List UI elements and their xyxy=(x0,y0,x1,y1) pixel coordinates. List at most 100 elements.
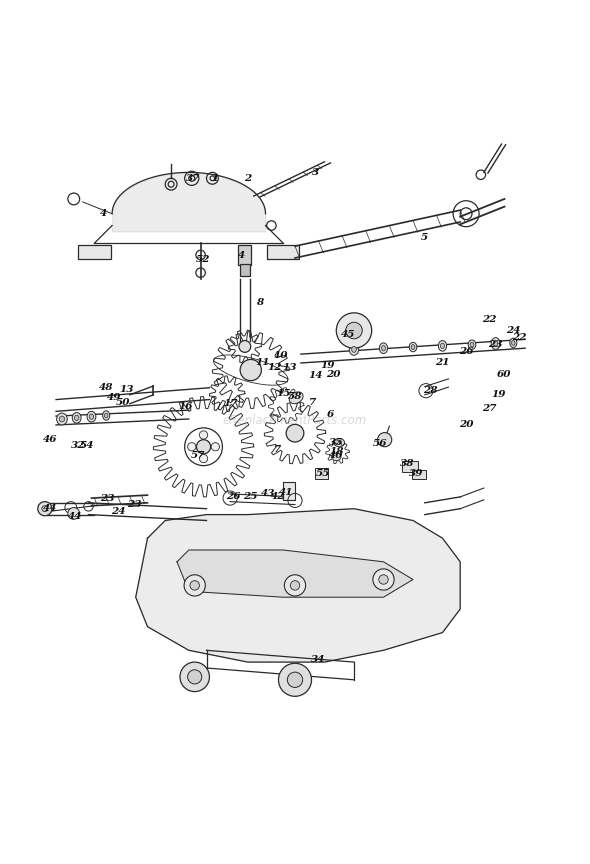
Text: 4: 4 xyxy=(238,251,245,259)
Ellipse shape xyxy=(352,346,356,353)
Text: 57: 57 xyxy=(191,451,205,461)
Ellipse shape xyxy=(73,412,81,423)
Circle shape xyxy=(346,322,362,339)
Text: 60: 60 xyxy=(497,370,512,378)
Ellipse shape xyxy=(379,343,388,353)
Text: 7: 7 xyxy=(309,398,316,407)
Ellipse shape xyxy=(332,453,341,461)
Circle shape xyxy=(239,340,251,353)
Ellipse shape xyxy=(493,340,498,346)
Circle shape xyxy=(287,672,303,688)
Ellipse shape xyxy=(87,411,96,422)
Text: 19: 19 xyxy=(491,391,506,399)
Circle shape xyxy=(378,433,392,447)
Text: 23: 23 xyxy=(127,500,142,509)
Circle shape xyxy=(336,313,372,348)
Bar xyxy=(283,482,295,500)
Text: 55: 55 xyxy=(316,469,330,478)
Text: 20: 20 xyxy=(326,370,340,378)
Circle shape xyxy=(188,670,202,684)
Text: eReplacementParts.com: eReplacementParts.com xyxy=(223,414,367,427)
Polygon shape xyxy=(136,509,460,662)
Text: 44: 44 xyxy=(43,505,57,513)
Text: 52: 52 xyxy=(196,255,211,264)
Circle shape xyxy=(284,575,306,596)
Text: 21: 21 xyxy=(435,358,450,367)
Ellipse shape xyxy=(74,416,79,421)
Text: 43: 43 xyxy=(261,489,276,499)
Text: 14: 14 xyxy=(309,372,323,380)
Bar xyxy=(315,468,328,479)
Ellipse shape xyxy=(89,414,94,419)
Text: 10: 10 xyxy=(273,351,287,359)
Text: 25: 25 xyxy=(244,492,258,501)
Text: 11: 11 xyxy=(255,358,270,367)
Text: 5: 5 xyxy=(421,232,428,242)
Text: 39: 39 xyxy=(409,469,423,478)
Circle shape xyxy=(211,442,219,451)
Bar xyxy=(267,245,299,259)
Ellipse shape xyxy=(510,338,517,347)
Text: 20: 20 xyxy=(459,421,473,429)
Circle shape xyxy=(373,569,394,590)
Text: 23: 23 xyxy=(489,340,503,349)
Text: 42: 42 xyxy=(271,492,286,501)
Ellipse shape xyxy=(103,410,110,420)
Text: 28: 28 xyxy=(424,386,438,395)
Circle shape xyxy=(180,662,209,691)
Text: 2: 2 xyxy=(244,174,251,183)
Text: 44: 44 xyxy=(68,511,83,521)
Circle shape xyxy=(42,505,48,511)
Ellipse shape xyxy=(512,340,515,346)
Polygon shape xyxy=(177,550,413,597)
Circle shape xyxy=(278,664,312,696)
Text: 22: 22 xyxy=(483,315,497,324)
Text: 34: 34 xyxy=(312,655,326,664)
Ellipse shape xyxy=(411,345,415,349)
Ellipse shape xyxy=(289,392,303,403)
Text: 46: 46 xyxy=(43,435,57,443)
Text: 27: 27 xyxy=(483,403,497,413)
Text: 24: 24 xyxy=(506,326,520,335)
Text: 38: 38 xyxy=(400,459,414,467)
Circle shape xyxy=(38,502,52,516)
Bar xyxy=(240,264,250,276)
Text: 48: 48 xyxy=(99,384,113,392)
Text: 6: 6 xyxy=(327,410,334,419)
Circle shape xyxy=(290,581,300,590)
Text: 26: 26 xyxy=(459,346,473,356)
Text: 3: 3 xyxy=(312,168,319,177)
Text: 13: 13 xyxy=(120,385,134,394)
Ellipse shape xyxy=(468,340,476,349)
Text: 37: 37 xyxy=(186,174,201,183)
Text: 58: 58 xyxy=(288,392,302,401)
Ellipse shape xyxy=(409,342,417,352)
Text: 8: 8 xyxy=(256,298,263,307)
Text: 40: 40 xyxy=(329,451,343,461)
Bar xyxy=(238,245,251,265)
Text: 17: 17 xyxy=(223,399,237,408)
Text: 13: 13 xyxy=(282,363,296,372)
Text: 41: 41 xyxy=(279,487,293,497)
Ellipse shape xyxy=(381,346,386,351)
Circle shape xyxy=(188,442,196,451)
Circle shape xyxy=(199,431,208,439)
Ellipse shape xyxy=(438,340,447,351)
Text: 24: 24 xyxy=(111,507,125,516)
Ellipse shape xyxy=(59,416,64,422)
Bar xyxy=(411,470,426,480)
Text: 19: 19 xyxy=(320,361,335,371)
Text: 18: 18 xyxy=(329,447,343,456)
Text: 45: 45 xyxy=(341,330,355,340)
Circle shape xyxy=(199,454,208,463)
Circle shape xyxy=(190,581,199,590)
Circle shape xyxy=(184,575,205,596)
Text: 16: 16 xyxy=(179,402,193,411)
Circle shape xyxy=(196,440,211,454)
Text: 54: 54 xyxy=(80,441,94,450)
Circle shape xyxy=(286,424,304,442)
Text: 35: 35 xyxy=(329,437,343,447)
Text: 7: 7 xyxy=(274,445,281,454)
Circle shape xyxy=(68,507,80,519)
Circle shape xyxy=(379,575,388,584)
